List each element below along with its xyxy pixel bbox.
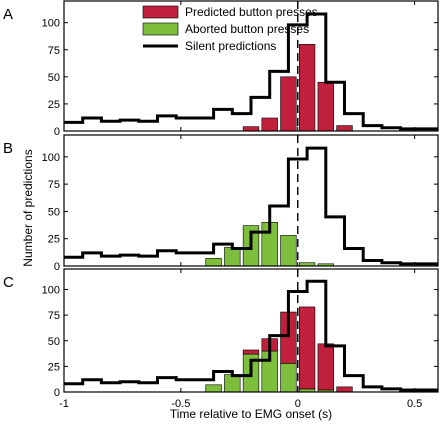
panel-b: 0 25 50 75 100 B	[3, 134, 439, 273]
legend-label: Silent predictions	[185, 39, 276, 53]
y-tick-label: 100	[42, 18, 60, 30]
panel-a: 0 25 50 75 100 A Predicted button presses Abort…	[3, 0, 439, 138]
y-tick-label: 0	[54, 387, 60, 399]
y-tick-label: 50	[48, 206, 60, 218]
legend-label: Aborted button presses	[185, 22, 309, 36]
legend-swatch-predicted	[142, 5, 179, 19]
y-tick-label: 100	[42, 152, 60, 164]
bar-aborted	[224, 374, 241, 393]
bar-aborted	[224, 247, 241, 267]
panel-c: 0 25 50 75 100 -1 -0.5 0 0.5 C	[3, 268, 439, 410]
bar-predicted	[242, 126, 260, 132]
bar-predicted	[298, 44, 316, 132]
x-tick-label: 0	[295, 398, 301, 410]
panel-label: C	[3, 274, 14, 291]
legend-swatch-aborted	[142, 22, 179, 36]
y-tick-label: 25	[48, 99, 60, 111]
plot-frame	[63, 134, 439, 267]
bar-predicted	[280, 76, 297, 132]
silent-predictions-line	[64, 279, 438, 392]
bar-predicted	[298, 306, 316, 390]
y-tick-label: 0	[54, 261, 60, 273]
y-tick-label: 75	[48, 179, 60, 191]
y-tick-label: 75	[48, 45, 60, 57]
bar-predicted	[242, 349, 260, 355]
y-tick-label: 25	[48, 234, 60, 246]
silent-predictions-line	[64, 12, 438, 131]
y-tick-label: 75	[48, 310, 60, 322]
bar-aborted	[205, 258, 222, 267]
panel-label: A	[3, 6, 13, 23]
bar-aborted	[280, 362, 297, 393]
bar-predicted	[317, 81, 334, 132]
plot-frame	[63, 0, 439, 132]
y-axis-title: Number of predictions	[21, 149, 35, 266]
y-tick-label: 50	[48, 72, 60, 84]
y-tick-label: 25	[48, 361, 60, 373]
y-tick-label: 0	[54, 126, 60, 138]
bar-aborted	[205, 384, 222, 393]
silent-predictions-line	[64, 146, 438, 266]
x-tick-label: -0.5	[171, 398, 190, 410]
legend-label: Predicted button presses	[185, 5, 318, 19]
bar-aborted	[280, 235, 297, 267]
y-tick-label: 50	[48, 336, 60, 348]
panels: 0 25 50 75 100 A Predicted button presses Abort…	[3, 0, 439, 410]
x-axis-title: Time relative to EMG onset (s)	[170, 407, 332, 421]
x-tick-label: -1	[59, 398, 69, 410]
bar-predicted	[261, 117, 278, 132]
x-tick-label: 0.5	[407, 398, 422, 410]
bar-predicted	[317, 343, 334, 391]
panel-label: B	[3, 140, 13, 157]
bar-predicted	[336, 125, 353, 132]
y-tick-label: 100	[42, 285, 60, 297]
plot-frame	[63, 268, 439, 393]
bar-predicted	[336, 386, 353, 393]
legend: Predicted button presses Aborted button p…	[142, 5, 318, 53]
